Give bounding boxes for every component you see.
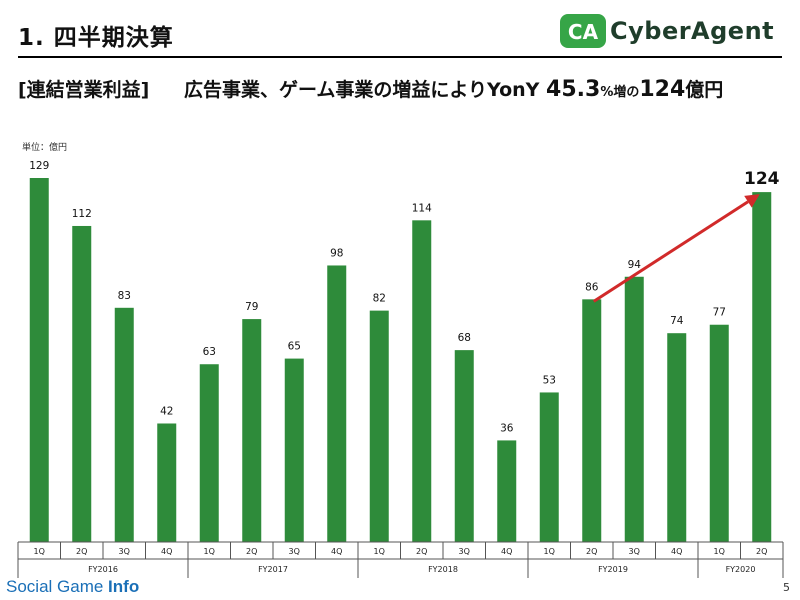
bar <box>412 220 432 543</box>
category-tick-label: 3Q <box>629 547 640 556</box>
bar <box>114 307 134 542</box>
bar <box>454 350 474 542</box>
logo-mark-text: CA <box>568 20 599 44</box>
subtitle-percent: 45.3 <box>546 77 601 102</box>
page-number: 5 <box>783 581 790 594</box>
watermark: Social Game Info <box>6 577 139 597</box>
category-tick-label: 2Q <box>756 547 767 556</box>
bar-value-label: 77 <box>713 307 726 319</box>
bar <box>199 364 219 542</box>
bar <box>284 358 304 542</box>
bar <box>369 310 389 542</box>
bar-value-label: 79 <box>245 301 258 313</box>
unit-label: 単位：億円 <box>22 143 68 153</box>
fiscal-year-label: FY2017 <box>258 565 288 574</box>
subtitle: [連結営業利益] 広告事業、ゲーム事業の増益によりYonY 45.3%増の124… <box>18 75 723 102</box>
category-tick-label: 2Q <box>246 547 257 556</box>
fiscal-year-label: FY2020 <box>726 565 756 574</box>
bar <box>582 299 602 542</box>
watermark-left: Social Game <box>6 577 109 596</box>
fiscal-year-label: FY2016 <box>88 565 118 574</box>
bar-value-label: 124 <box>744 169 780 189</box>
category-tick-label: 3Q <box>289 547 300 556</box>
bar-value-label: 53 <box>543 374 556 386</box>
subtitle-main: 広告事業、ゲーム事業の増益によりYonY <box>184 79 540 101</box>
fiscal-year-label: FY2019 <box>598 565 628 574</box>
category-tick-label: 3Q <box>459 547 470 556</box>
logo-text: CyberAgent <box>610 17 775 45</box>
bar-value-label: 83 <box>118 290 131 302</box>
bar-value-label: 82 <box>373 293 386 305</box>
bar <box>29 178 49 542</box>
subtitle-percent-unit: %増の <box>600 85 640 100</box>
category-tick-label: 4Q <box>501 547 512 556</box>
category-tick-label: 2Q <box>416 547 427 556</box>
bar <box>327 265 347 542</box>
bar <box>752 192 772 542</box>
bar-value-label: 65 <box>288 341 301 353</box>
bar-value-label: 68 <box>458 332 471 344</box>
bar <box>242 319 262 542</box>
bar <box>667 333 687 542</box>
subtitle-tag: [連結営業利益] <box>18 79 150 101</box>
bar <box>157 423 177 542</box>
bar-value-label: 98 <box>330 247 343 259</box>
bar <box>709 324 729 542</box>
bar-value-label: 36 <box>500 422 514 434</box>
title-divider <box>18 56 782 58</box>
bar-value-label: 112 <box>72 208 92 220</box>
category-tick-label: 4Q <box>331 547 342 556</box>
bar-value-label: 114 <box>412 202 432 214</box>
category-tick-label: 1Q <box>374 547 385 556</box>
category-tick-label: 3Q <box>119 547 130 556</box>
bar-value-label: 129 <box>29 160 49 172</box>
category-tick-label: 4Q <box>161 547 172 556</box>
category-tick-label: 1Q <box>34 547 45 556</box>
bar-value-label: 86 <box>585 281 599 293</box>
bar-value-label: 94 <box>628 259 642 271</box>
watermark-right: Info <box>108 577 140 596</box>
bar <box>497 440 517 542</box>
category-tick-label: 1Q <box>544 547 555 556</box>
subtitle-amount-unit: 億円 <box>685 79 724 101</box>
subtitle-amount: 124 <box>639 77 686 102</box>
growth-arrow-head <box>744 194 760 208</box>
bar <box>539 392 559 542</box>
page-title: 1. 四半期決算 <box>18 25 174 51</box>
bar-value-label: 63 <box>203 346 216 358</box>
bar <box>624 276 644 542</box>
growth-arrow <box>592 200 749 303</box>
category-tick-label: 4Q <box>671 547 682 556</box>
bar <box>72 225 92 542</box>
fiscal-year-label: FY2018 <box>428 565 458 574</box>
bar-value-label: 42 <box>160 405 173 417</box>
company-logo: CA CyberAgent <box>560 14 780 48</box>
category-tick-label: 1Q <box>714 547 725 556</box>
bar-value-label: 74 <box>670 315 684 327</box>
cyberagent-logo-icon: CA <box>560 14 606 48</box>
category-tick-label: 2Q <box>76 547 87 556</box>
category-tick-label: 1Q <box>204 547 215 556</box>
category-tick-label: 2Q <box>586 547 597 556</box>
